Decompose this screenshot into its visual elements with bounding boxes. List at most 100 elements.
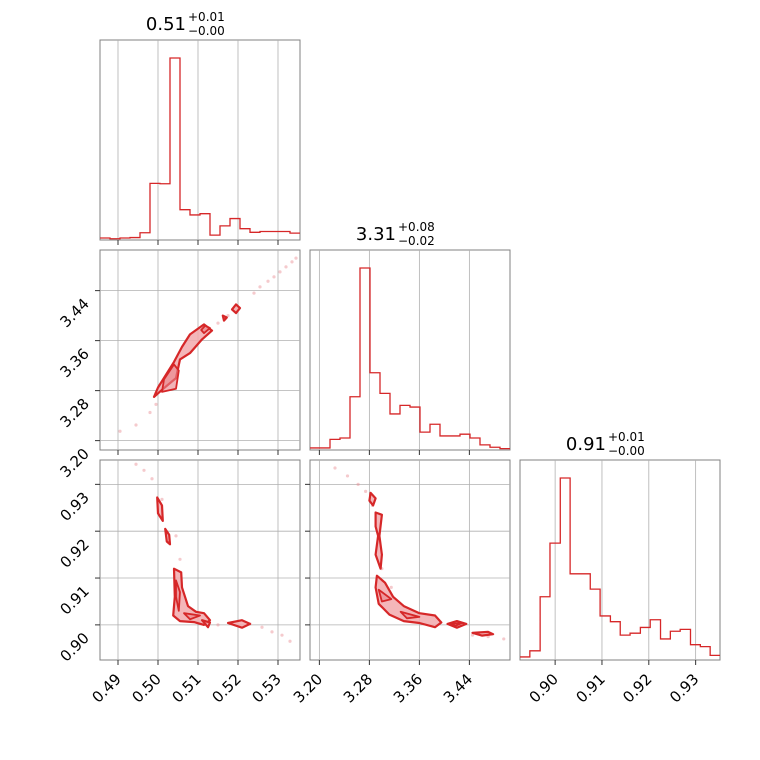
pair-panel-1-2-sample-9 <box>502 637 506 641</box>
hist-bin-2-8 <box>600 616 610 660</box>
histogram-line-2 <box>520 477 720 658</box>
pair-panel-0-1-contour-inner-0 <box>161 363 180 393</box>
pair-panel-1-2-contour-outer-0 <box>368 491 377 507</box>
pair-panel-1-2-frame <box>309 459 511 661</box>
pair-panel-0-1-sample-0 <box>118 429 122 433</box>
param-title-value-0: 0.51 <box>146 14 186 35</box>
hist-bin-0-13 <box>230 219 240 240</box>
hist-bin-1-13 <box>440 436 450 450</box>
hist-bin-2-16 <box>680 629 690 660</box>
y-tick-label-1-2: 3.36 <box>56 345 92 381</box>
hist-bin-0-7 <box>170 58 180 240</box>
pair-panel-1-2-sample-1 <box>345 474 350 478</box>
histogram-line-0 <box>100 57 300 240</box>
param-title-minus-0: −0.00 <box>188 24 225 38</box>
pair-panel-0-1-sample-2 <box>148 410 152 415</box>
hist-bin-0-10 <box>200 214 210 240</box>
x-tick-label-2-1: 0.91 <box>572 670 608 706</box>
y-tick-label-1-0: 3.20 <box>56 445 92 481</box>
pair-panel-1-2-contour-inner-1 <box>399 610 421 620</box>
pair-panel-0-1-sample-8 <box>290 260 294 264</box>
hist-bin-0-0 <box>100 238 110 240</box>
pair-panel-0-2 <box>95 459 301 665</box>
hist-bin-0-3 <box>130 238 140 240</box>
pair-panel-1-2-contour-outer-1 <box>374 511 383 570</box>
pair-panel-0-1 <box>95 249 301 455</box>
hist-bin-2-19 <box>710 655 720 660</box>
pair-panel-0-1-frame <box>99 249 301 451</box>
pair-panel-1-2-sample-6 <box>389 585 393 590</box>
hist-bin-1-14 <box>450 436 460 450</box>
pair-panel-0-2-contour-inner-0 <box>175 579 181 612</box>
hist-bin-0-4 <box>140 233 150 240</box>
hist-panel-1 <box>309 249 511 455</box>
hist-bin-1-4 <box>350 397 360 450</box>
x-tick-label-2-3: 0.93 <box>666 670 702 706</box>
hist-bin-2-17 <box>690 645 700 660</box>
hist-bin-0-8 <box>180 210 190 240</box>
y-tick-label-2-2: 0.92 <box>56 535 92 571</box>
hist-bin-1-0 <box>310 448 320 450</box>
y-tick-label-1-3: 3.44 <box>56 295 92 331</box>
y-tick-label-2-0: 0.90 <box>56 629 92 665</box>
pair-panel-0-2-contour-outer-0 <box>156 496 164 522</box>
pair-panel-1-2-contour-outer-4 <box>471 630 495 637</box>
histogram-line-1 <box>310 267 510 450</box>
pair-panel-0-1-sample-13 <box>216 321 220 325</box>
pair-panel-0-1-sample-10 <box>252 291 256 295</box>
param-title-value-2: 0.91 <box>566 434 606 455</box>
x-tick-label-1-0: 3.20 <box>290 670 326 706</box>
pair-panel-0-2-sample-9 <box>270 630 274 634</box>
x-tick-label-1-2: 3.36 <box>390 670 426 706</box>
pair-panel-0-1-sample-11 <box>258 285 262 289</box>
hist-panel-2 <box>519 459 721 665</box>
hist-bin-0-17 <box>270 232 280 240</box>
hist-bin-2-15 <box>670 631 680 660</box>
hist-bin-0-2 <box>120 238 130 240</box>
param-title-minus-2: −0.00 <box>608 444 645 458</box>
pair-panel-0-2-sample-10 <box>280 633 284 637</box>
hist-bin-1-11 <box>420 432 430 450</box>
pair-panel-0-1-sample-4 <box>266 279 270 283</box>
pair-panel-0-2-frame <box>99 459 301 661</box>
hist-bin-1-5 <box>360 268 370 450</box>
hist-bin-0-14 <box>240 229 250 240</box>
hist-bin-2-1 <box>530 651 540 660</box>
pair-panel-0-2-sample-3 <box>160 497 164 501</box>
hist-bin-1-15 <box>460 434 470 450</box>
param-title-value-1: 3.31 <box>356 224 396 245</box>
hist-bin-2-10 <box>620 635 630 660</box>
hist-bin-0-1 <box>110 239 120 240</box>
x-tick-label-2-0: 0.90 <box>526 670 562 706</box>
hist-bin-2-6 <box>580 574 590 660</box>
param-title-plus-2: +0.01 <box>608 430 645 444</box>
hist-bin-2-13 <box>650 620 660 660</box>
hist-panel-2-frame <box>519 459 721 661</box>
hist-bin-1-10 <box>410 407 420 450</box>
hist-bin-1-7 <box>380 393 390 450</box>
pair-panel-0-2-sample-1 <box>142 468 146 472</box>
pair-panel-0-1-contour-outer-2 <box>221 314 228 322</box>
pair-panel-1-2-sample-2 <box>356 482 360 486</box>
hist-bin-2-7 <box>590 589 600 660</box>
pair-panel-1-2-contour-outer-2 <box>374 574 443 629</box>
hist-bin-1-9 <box>400 405 410 450</box>
x-tick-label-0-2: 0.51 <box>168 670 204 706</box>
pair-panel-0-2-contour-outer-2 <box>172 567 212 626</box>
pair-panel-1-2-contour-inner-2 <box>449 622 463 627</box>
pair-panel-0-1-sample-6 <box>278 270 282 274</box>
pair-panel-0-1-sample-12 <box>226 314 230 318</box>
hist-bin-1-17 <box>480 445 490 450</box>
pair-panel-1-2-sample-7 <box>470 633 475 637</box>
hist-bin-2-5 <box>570 574 580 660</box>
hist-bin-1-16 <box>470 438 480 450</box>
pair-panel-0-2-contour-inner-1 <box>183 612 201 621</box>
x-tick-label-0-1: 0.50 <box>128 670 164 706</box>
pair-panel-0-2-sample-6 <box>216 623 220 627</box>
pair-panel-0-1-sample-1 <box>134 423 138 427</box>
pair-panel-0-2-sample-2 <box>150 477 154 481</box>
hist-bin-2-11 <box>630 633 640 660</box>
x-tick-label-0-4: 0.53 <box>248 670 284 706</box>
hist-bin-1-3 <box>340 438 350 450</box>
param-title-plus-0: +0.01 <box>188 10 225 24</box>
